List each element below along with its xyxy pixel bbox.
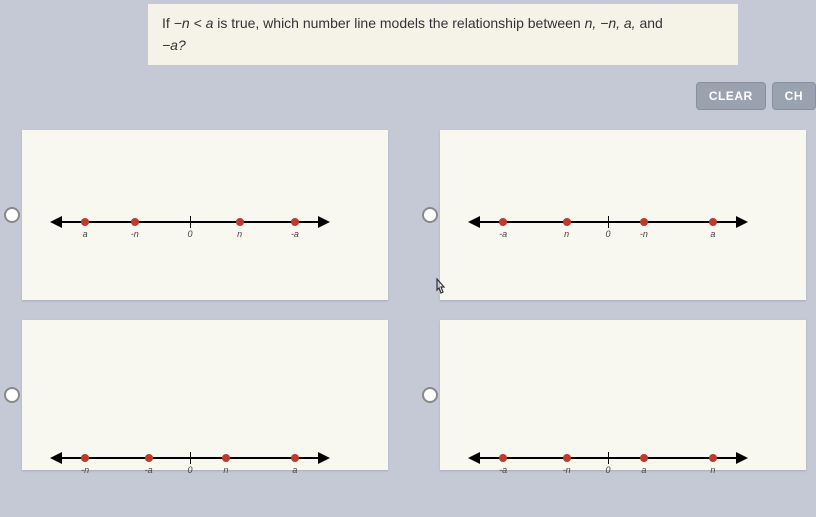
point-label: a [83,229,88,239]
numberline-b: -an0-na [470,221,746,223]
question-vars: n, −n, a, [585,15,636,31]
point-dot [709,218,717,226]
question-text-prefix: If [162,15,174,31]
pointer-cursor-icon [432,278,448,301]
option-d-card[interactable]: -a-n0an [440,320,806,470]
tick-zero [190,216,191,228]
option-c-radio[interactable] [4,387,20,403]
point-label: -a [499,465,507,475]
question-mid2: and [636,15,663,31]
point-label: a [641,465,646,475]
arrow-right-icon [736,452,748,464]
question-box: If −n < a is true, which number line mod… [148,4,738,65]
arrow-right-icon [318,216,330,228]
point-label: a [710,229,715,239]
clear-button[interactable]: CLEAR [696,82,766,110]
point-label: -n [563,465,571,475]
point-dot [81,454,89,462]
option-c-wrap: -n-a0na [0,320,388,470]
point-dot [145,454,153,462]
question-mid1: is true, which number line models the re… [213,15,584,31]
arrow-left-icon [468,452,480,464]
point-label: -n [131,229,139,239]
point-label: n [710,465,715,475]
arrow-left-icon [50,216,62,228]
point-dot [291,218,299,226]
point-label: -a [499,229,507,239]
numberline-c: -n-a0na [52,457,328,459]
point-dot [499,454,507,462]
option-a-radio[interactable] [4,207,20,223]
check-button[interactable]: CH [772,82,816,110]
numberline-line: -an0-na [470,221,746,223]
point-label: 0 [187,465,192,475]
point-dot [563,218,571,226]
arrow-right-icon [736,216,748,228]
point-dot [709,454,717,462]
option-c-card[interactable]: -n-a0na [22,320,388,470]
tick-zero [608,452,609,464]
point-label: 0 [605,229,610,239]
option-b-wrap: -a n 0 -n a [418,130,806,300]
point-dot [563,454,571,462]
point-dot [222,454,230,462]
option-a-wrap: a -n 0 n -a [0,130,388,300]
point-dot [131,218,139,226]
point-label: -a [291,229,299,239]
question-line2: −a? [162,37,186,53]
option-b-radio[interactable] [422,207,438,223]
point-dot [640,218,648,226]
tick-zero [190,452,191,464]
option-b-card[interactable]: -a n 0 -n a [440,130,806,300]
arrow-left-icon [468,216,480,228]
arrow-right-icon [318,452,330,464]
numberline-a: a-n0n-a [52,221,328,223]
point-label: -a [145,465,153,475]
point-label: n [237,229,242,239]
point-dot [640,454,648,462]
numberline-d: -a-n0an [470,457,746,459]
question-expr: −n < a [174,15,214,31]
point-label: n [564,229,569,239]
button-bar: CLEAR CH [696,82,816,110]
point-label: a [292,465,297,475]
point-label: -n [640,229,648,239]
options-grid: a -n 0 n -a -a n 0 -n a -n-a0na -a-n0an [0,130,816,470]
option-d-wrap: -a-n0an [418,320,806,470]
point-dot [236,218,244,226]
point-dot [81,218,89,226]
tick-zero [608,216,609,228]
numberline-line: a-n0n-a [52,221,328,223]
point-dot [291,454,299,462]
numberline-line: -n-a0na [52,457,328,459]
point-label: -n [81,465,89,475]
point-label: 0 [187,229,192,239]
option-d-radio[interactable] [422,387,438,403]
option-a-card[interactable]: a -n 0 n -a [22,130,388,300]
arrow-left-icon [50,452,62,464]
point-label: 0 [605,465,610,475]
point-dot [499,218,507,226]
numberline-line: -a-n0an [470,457,746,459]
point-label: n [223,465,228,475]
